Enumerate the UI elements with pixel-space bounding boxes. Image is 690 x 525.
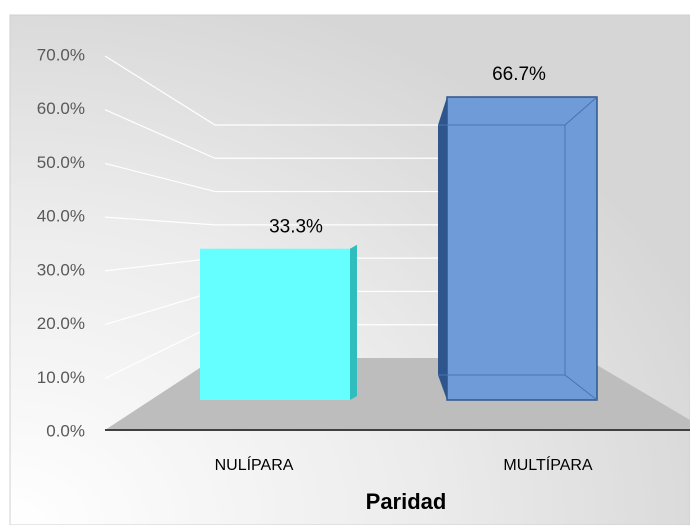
bar-edge	[438, 124, 566, 376]
bar	[446, 96, 598, 401]
bar-edge	[564, 96, 598, 126]
y-tick-label: 30.0%	[37, 260, 85, 279]
x-axis-title: Paridad	[366, 489, 447, 514]
bar-edge	[564, 374, 598, 401]
value-label: 66.7%	[492, 64, 546, 85]
x-tick-label: NULÍPARA	[215, 455, 294, 474]
bar-side	[438, 96, 447, 401]
bar-side	[350, 244, 357, 400]
x-tick-label: MULTÍPARA	[503, 455, 593, 474]
y-tick-label: 0.0%	[46, 421, 85, 440]
value-label: 33.3%	[269, 217, 323, 238]
y-tick-label: 70.0%	[37, 45, 85, 64]
y-tick-label: 50.0%	[37, 153, 85, 172]
y-tick-label: 40.0%	[37, 207, 85, 226]
y-tick-label: 10.0%	[37, 368, 85, 387]
y-tick-label: 20.0%	[37, 314, 85, 333]
bar	[200, 248, 350, 400]
y-tick-label: 60.0%	[37, 99, 85, 118]
